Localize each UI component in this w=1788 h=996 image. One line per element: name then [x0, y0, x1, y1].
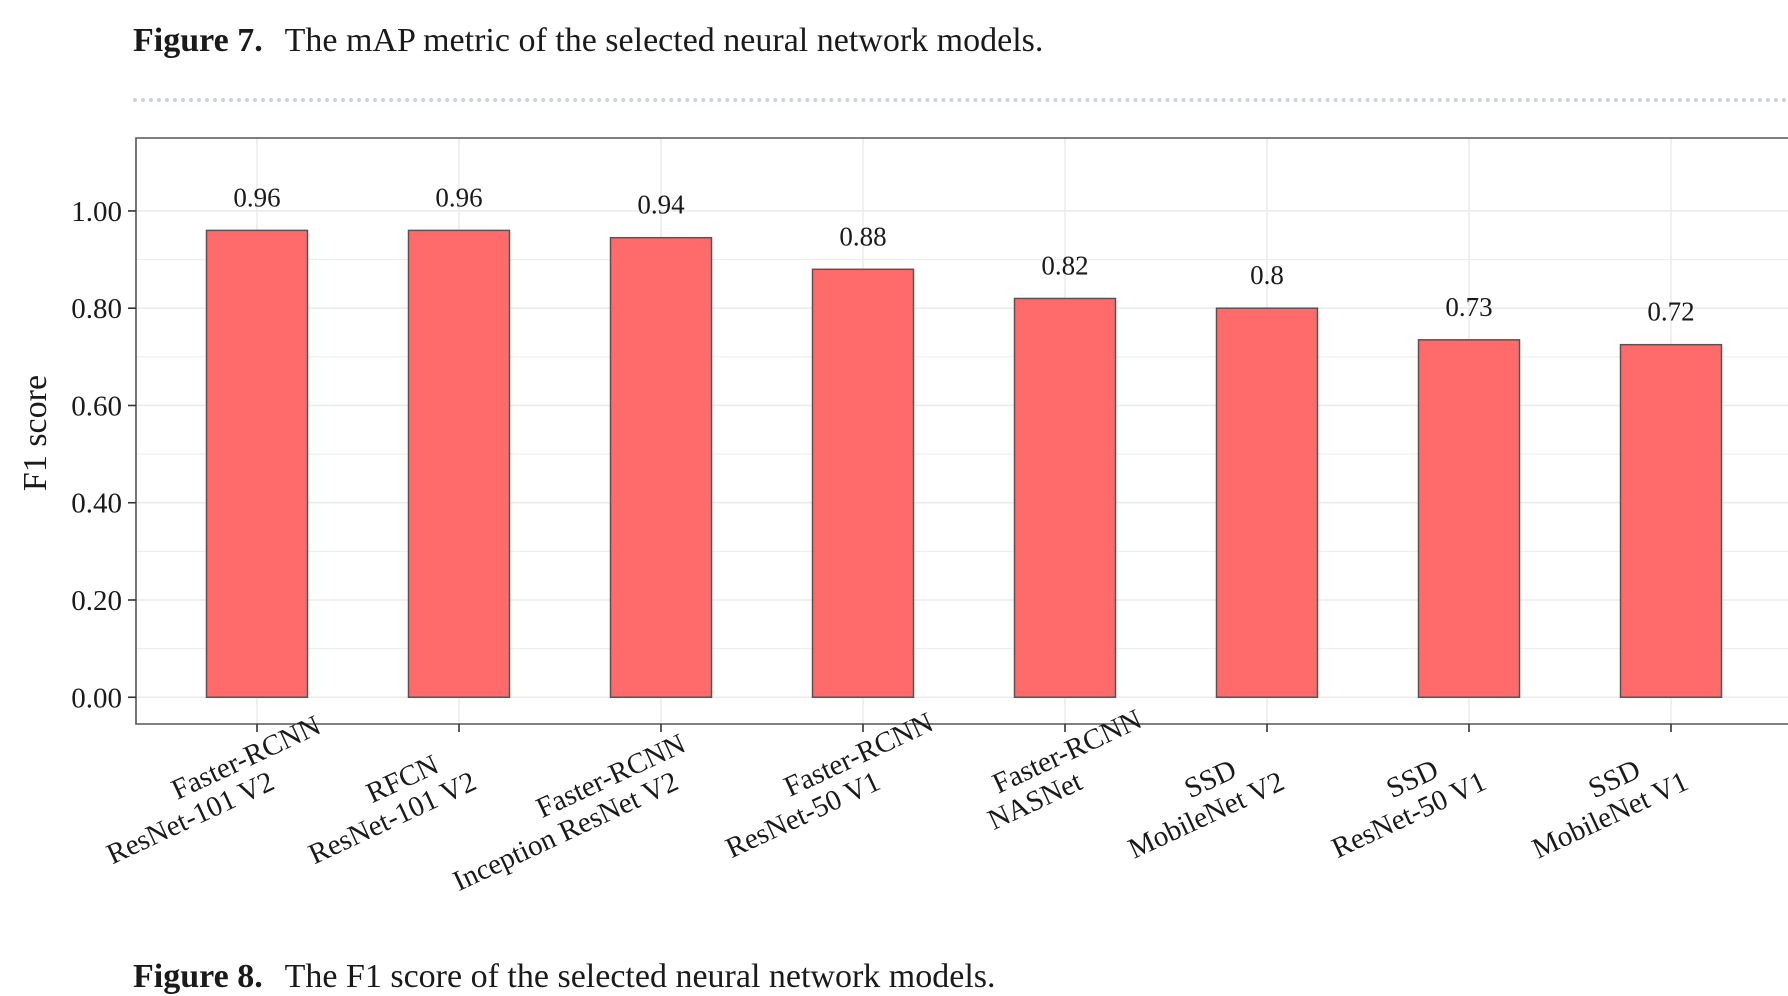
x-tick-label: SSDMobileNet V2 — [1110, 737, 1289, 865]
y-tick-label: 0.60 — [71, 390, 122, 422]
bar-value-label: 0.94 — [637, 190, 685, 220]
y-tick-label: 1.00 — [71, 196, 122, 228]
bar — [1417, 339, 1521, 699]
figure-label: Figure 7. — [133, 22, 263, 59]
y-tick-label: 0.00 — [71, 682, 122, 714]
x-tick-label: RFCNResNet-101 V2 — [291, 737, 481, 870]
x-tick-label: Faster-RCNNResNet-101 V2 — [89, 709, 339, 870]
bar — [609, 236, 713, 699]
figure-caption: Figure 7. The mAP metric of the selected… — [133, 22, 1043, 60]
x-tick-label: SSDResNet-50 V1 — [1314, 737, 1491, 864]
bar-value-label: 0.8 — [1250, 260, 1284, 290]
y-tick-label: 0.80 — [71, 293, 122, 325]
bar — [407, 229, 511, 699]
next-figure-caption-text: The F1 score of the selected neural netw… — [284, 958, 996, 995]
bar — [205, 229, 309, 699]
figure-caption-text: The mAP metric of the selected neural ne… — [284, 22, 1044, 59]
y-tick-label: 0.40 — [71, 488, 122, 520]
x-tick-label: SSDMobileNet V1 — [1514, 737, 1693, 865]
bar-value-label: 0.88 — [839, 221, 886, 251]
bar-value-label: 0.72 — [1647, 297, 1694, 327]
next-figure-label: Figure 8. — [133, 958, 263, 995]
bar-value-label: 0.96 — [233, 182, 280, 212]
bar — [1013, 297, 1117, 699]
bar — [1619, 343, 1723, 699]
panel-border — [135, 137, 1788, 725]
next-figure-caption: Figure 8. The F1 score of the selected n… — [133, 958, 996, 996]
x-tick-label: Faster-RCNNResNet-50 V1 — [708, 706, 952, 864]
y-tick-label: 0.20 — [71, 585, 122, 617]
bar — [811, 268, 915, 699]
x-tick-label: Faster-RCNNInception ResNet V2 — [435, 728, 704, 898]
plot-panel: 0.96 0.96 0.94 0.88 0.82 0.8 0.73 0.72 — [136, 138, 1788, 724]
caption-divider — [133, 98, 1788, 102]
bar-value-label: 0.96 — [435, 182, 482, 212]
bar — [1215, 307, 1319, 699]
bar-value-label: 0.82 — [1041, 250, 1088, 280]
bar-value-label: 0.73 — [1445, 292, 1492, 322]
y-axis-title: F1 score — [17, 375, 54, 491]
